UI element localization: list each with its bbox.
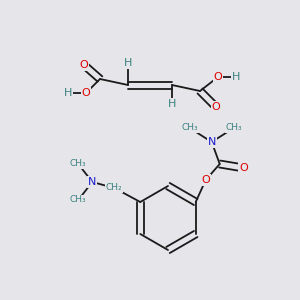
Text: CH₃: CH₃	[225, 124, 242, 133]
Text: H: H	[168, 99, 176, 109]
Text: O: O	[214, 72, 222, 82]
Text: O: O	[201, 175, 210, 185]
Text: N: N	[208, 137, 216, 147]
Text: CH₃: CH₃	[70, 160, 87, 169]
Text: H: H	[124, 58, 132, 68]
Text: O: O	[239, 163, 248, 173]
Text: CH₂: CH₂	[106, 184, 123, 193]
Text: CH₃: CH₃	[182, 124, 198, 133]
Text: H: H	[64, 88, 72, 98]
Text: CH₃: CH₃	[70, 196, 87, 205]
Text: O: O	[212, 102, 220, 112]
Text: H: H	[232, 72, 240, 82]
Text: O: O	[80, 60, 88, 70]
Text: O: O	[82, 88, 90, 98]
Text: N: N	[88, 177, 97, 187]
